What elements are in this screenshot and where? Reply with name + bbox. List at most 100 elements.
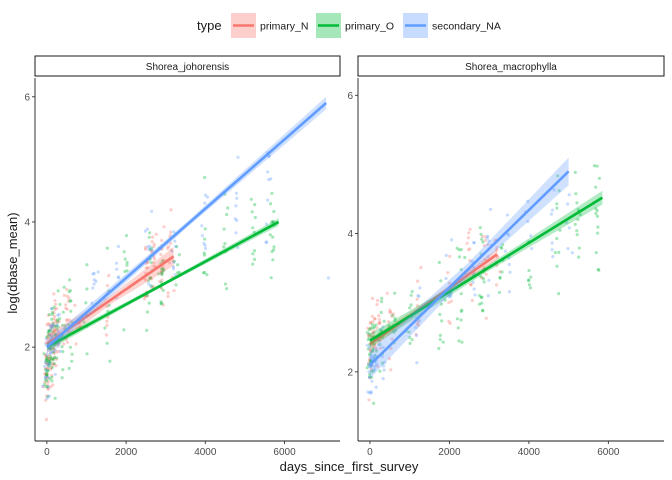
data-point-primary-O <box>51 357 55 361</box>
trend-layer <box>369 157 604 379</box>
y-tick-label: 6 <box>347 91 353 102</box>
data-point-primary-O <box>557 189 561 193</box>
data-point-primary-N <box>465 241 469 245</box>
data-point-primary-N <box>74 342 78 346</box>
x-tick-label: 6000 <box>273 447 296 458</box>
data-point-primary-N <box>49 367 53 371</box>
data-point-primary-N <box>378 321 382 325</box>
data-point-primary-O <box>202 251 206 255</box>
data-point-secondary-NA <box>92 278 96 282</box>
data-point-secondary-NA <box>552 188 556 192</box>
data-point-primary-O <box>575 229 579 233</box>
data-point-primary-O <box>148 247 152 251</box>
data-point-primary-N <box>160 259 165 263</box>
data-point-primary-N <box>45 383 50 387</box>
data-point-secondary-NA <box>416 294 420 298</box>
data-point-secondary-NA <box>264 240 268 245</box>
data-point-primary-O <box>160 267 164 271</box>
data-point-primary-N <box>369 348 373 352</box>
x-tick-label: 0 <box>44 447 50 458</box>
data-point-primary-N <box>55 306 59 310</box>
data-point-secondary-NA <box>234 204 238 208</box>
data-point-primary-N <box>42 385 46 389</box>
data-point-secondary-NA <box>472 265 476 270</box>
data-point-primary-O <box>46 331 50 335</box>
data-point-secondary-NA <box>236 246 240 250</box>
data-point-primary-N <box>68 318 72 322</box>
data-point-primary-N <box>370 296 375 300</box>
data-point-primary-N <box>45 375 49 379</box>
data-point-secondary-NA <box>117 275 121 279</box>
data-point-primary-O <box>85 287 89 291</box>
data-point-primary-O <box>596 225 600 229</box>
data-point-primary-O <box>557 292 561 296</box>
data-point-primary-O <box>172 259 176 264</box>
data-point-primary-N <box>44 366 48 370</box>
data-point-primary-O <box>48 377 52 381</box>
data-point-primary-O <box>147 235 151 239</box>
data-point-primary-O <box>370 369 374 374</box>
data-point-secondary-NA <box>51 349 55 354</box>
data-point-primary-O <box>378 369 382 373</box>
data-point-secondary-NA <box>550 208 555 212</box>
data-point-primary-O <box>177 253 181 257</box>
x-tick-label: 6000 <box>597 447 620 458</box>
data-point-primary-O <box>203 175 207 180</box>
data-point-primary-N <box>49 324 54 329</box>
data-point-primary-N <box>64 303 68 307</box>
data-point-primary-N <box>51 321 55 325</box>
data-point-secondary-NA <box>55 323 59 327</box>
data-point-primary-N <box>54 364 58 368</box>
data-point-primary-N <box>378 338 382 342</box>
data-point-secondary-NA <box>368 345 372 349</box>
data-point-primary-O <box>371 348 375 352</box>
data-point-primary-O <box>58 317 62 321</box>
data-point-primary-O <box>43 368 48 372</box>
data-point-primary-O <box>149 260 153 265</box>
data-point-secondary-NA <box>381 345 385 349</box>
data-point-primary-O <box>271 258 275 262</box>
data-point-primary-N <box>47 332 51 336</box>
data-point-primary-O <box>68 299 72 303</box>
data-point-primary-N <box>416 320 420 324</box>
data-point-primary-O <box>555 206 559 210</box>
data-point-primary-N <box>366 326 370 330</box>
data-point-primary-N <box>144 247 148 251</box>
data-point-primary-O <box>555 264 559 268</box>
data-point-primary-O <box>53 396 57 400</box>
data-point-primary-O <box>48 360 53 364</box>
data-point-primary-O <box>374 349 378 353</box>
data-point-secondary-NA <box>49 350 53 355</box>
data-point-secondary-NA <box>266 198 270 202</box>
data-point-primary-O <box>159 300 163 304</box>
data-point-primary-N <box>47 353 52 357</box>
data-point-primary-O <box>456 326 460 330</box>
data-point-primary-O <box>500 246 504 250</box>
legend-entry-primary-N: primary_N <box>231 13 308 38</box>
data-point-primary-N <box>56 343 61 347</box>
data-point-primary-N <box>65 294 69 298</box>
data-point-secondary-NA <box>526 220 530 224</box>
data-point-primary-O <box>459 292 463 296</box>
data-point-primary-N <box>44 358 48 362</box>
x-axis-title: days_since_first_survey <box>280 459 419 474</box>
data-point-primary-O <box>51 322 55 326</box>
data-point-primary-N <box>107 273 111 278</box>
data-point-primary-N <box>45 377 49 381</box>
y-tick-label: 2 <box>24 343 30 354</box>
data-point-primary-N <box>150 240 154 244</box>
data-point-primary-N <box>372 343 376 347</box>
data-point-secondary-NA <box>418 286 422 290</box>
data-point-primary-O <box>42 352 46 356</box>
data-point-secondary-NA <box>444 253 448 257</box>
data-point-primary-N <box>169 241 173 245</box>
data-point-primary-O <box>481 277 486 281</box>
data-point-primary-O <box>69 299 73 303</box>
data-point-primary-O <box>269 276 273 280</box>
data-point-primary-O <box>457 339 461 343</box>
data-point-secondary-NA <box>450 238 454 242</box>
data-point-primary-N <box>377 314 381 318</box>
data-point-primary-O <box>249 197 253 201</box>
y-tick-label: 2 <box>347 367 353 378</box>
data-point-secondary-NA <box>90 301 94 305</box>
